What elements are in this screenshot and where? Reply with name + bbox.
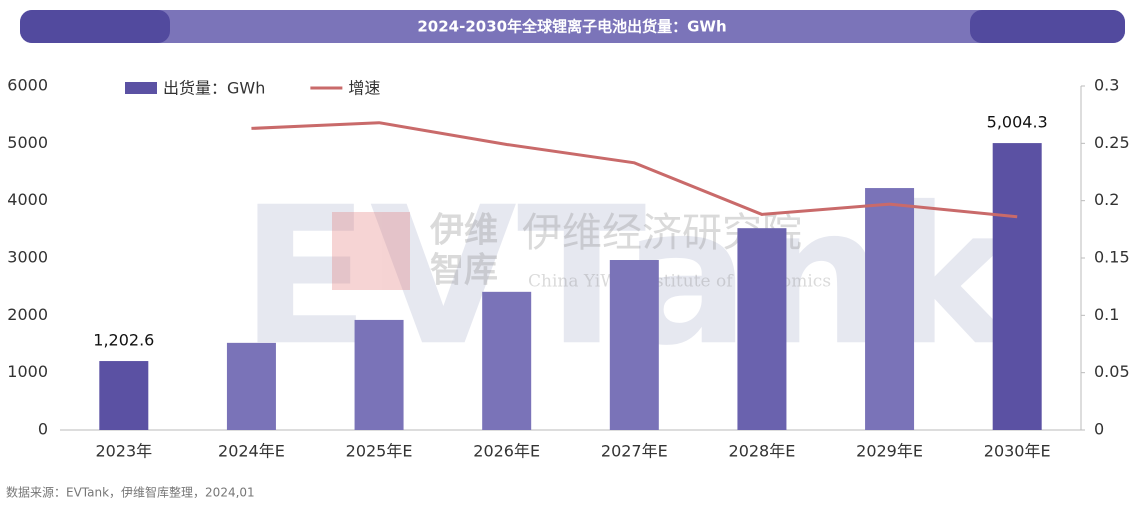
x-tick-label: 2028年E xyxy=(729,442,796,461)
x-tick-label: 2023年 xyxy=(95,442,152,461)
y-tick-label: 2000 xyxy=(7,305,48,324)
bar xyxy=(992,143,1042,431)
y2-tick-label: 0.1 xyxy=(1094,305,1119,324)
y2-tick-label: 0.25 xyxy=(1094,133,1130,152)
y2-tick-label: 0 xyxy=(1094,420,1104,439)
y2-tick-label: 0.05 xyxy=(1094,362,1130,381)
bar xyxy=(354,319,404,430)
source: 数据来源：EVTank，伊维智库整理，2024,01 xyxy=(6,485,255,500)
watermark-icon xyxy=(332,212,410,290)
title-bar xyxy=(20,10,1125,43)
y2-tick-label: 0.15 xyxy=(1094,248,1130,267)
bar xyxy=(482,291,532,430)
watermark-text: 智库 xyxy=(430,251,498,291)
bar xyxy=(609,260,659,430)
bar xyxy=(99,361,149,430)
value-label: 1,202.6 xyxy=(93,331,154,350)
x-tick-label: 2024年E xyxy=(218,442,285,461)
title-bar-end xyxy=(20,10,170,43)
bar xyxy=(226,342,276,430)
x-tick-label: 2030年E xyxy=(984,442,1051,461)
watermark-text: 伊维 xyxy=(429,211,498,251)
bar xyxy=(865,188,915,430)
line xyxy=(251,121,1018,219)
x-tick-label: 2027年E xyxy=(601,442,668,461)
x-tick-label: 2025年E xyxy=(346,442,413,461)
x-tick-label: 2026年E xyxy=(473,442,540,461)
y-tick-label: 3000 xyxy=(7,248,48,267)
y2-tick-label: 0.2 xyxy=(1094,190,1119,209)
y2-tick-label: 0.3 xyxy=(1094,76,1119,95)
title-bar-end xyxy=(970,10,1125,43)
value-label: 5,004.3 xyxy=(987,113,1048,132)
legend-label: 增速 xyxy=(348,79,380,98)
bar xyxy=(737,228,787,430)
legend-swatch xyxy=(125,82,157,94)
x-tick-label: 2029年E xyxy=(856,442,923,461)
y-tick-label: 4000 xyxy=(7,190,48,209)
legend-label: 出货量：GWh xyxy=(163,79,265,98)
y-tick-label: 0 xyxy=(38,420,48,439)
chart-title: 2024-2030年全球锂离子电池出货量：GWh xyxy=(417,18,726,36)
y-tick-label: 1000 xyxy=(7,362,48,381)
y-tick-label: 6000 xyxy=(7,76,48,95)
y-tick-label: 5000 xyxy=(7,133,48,152)
